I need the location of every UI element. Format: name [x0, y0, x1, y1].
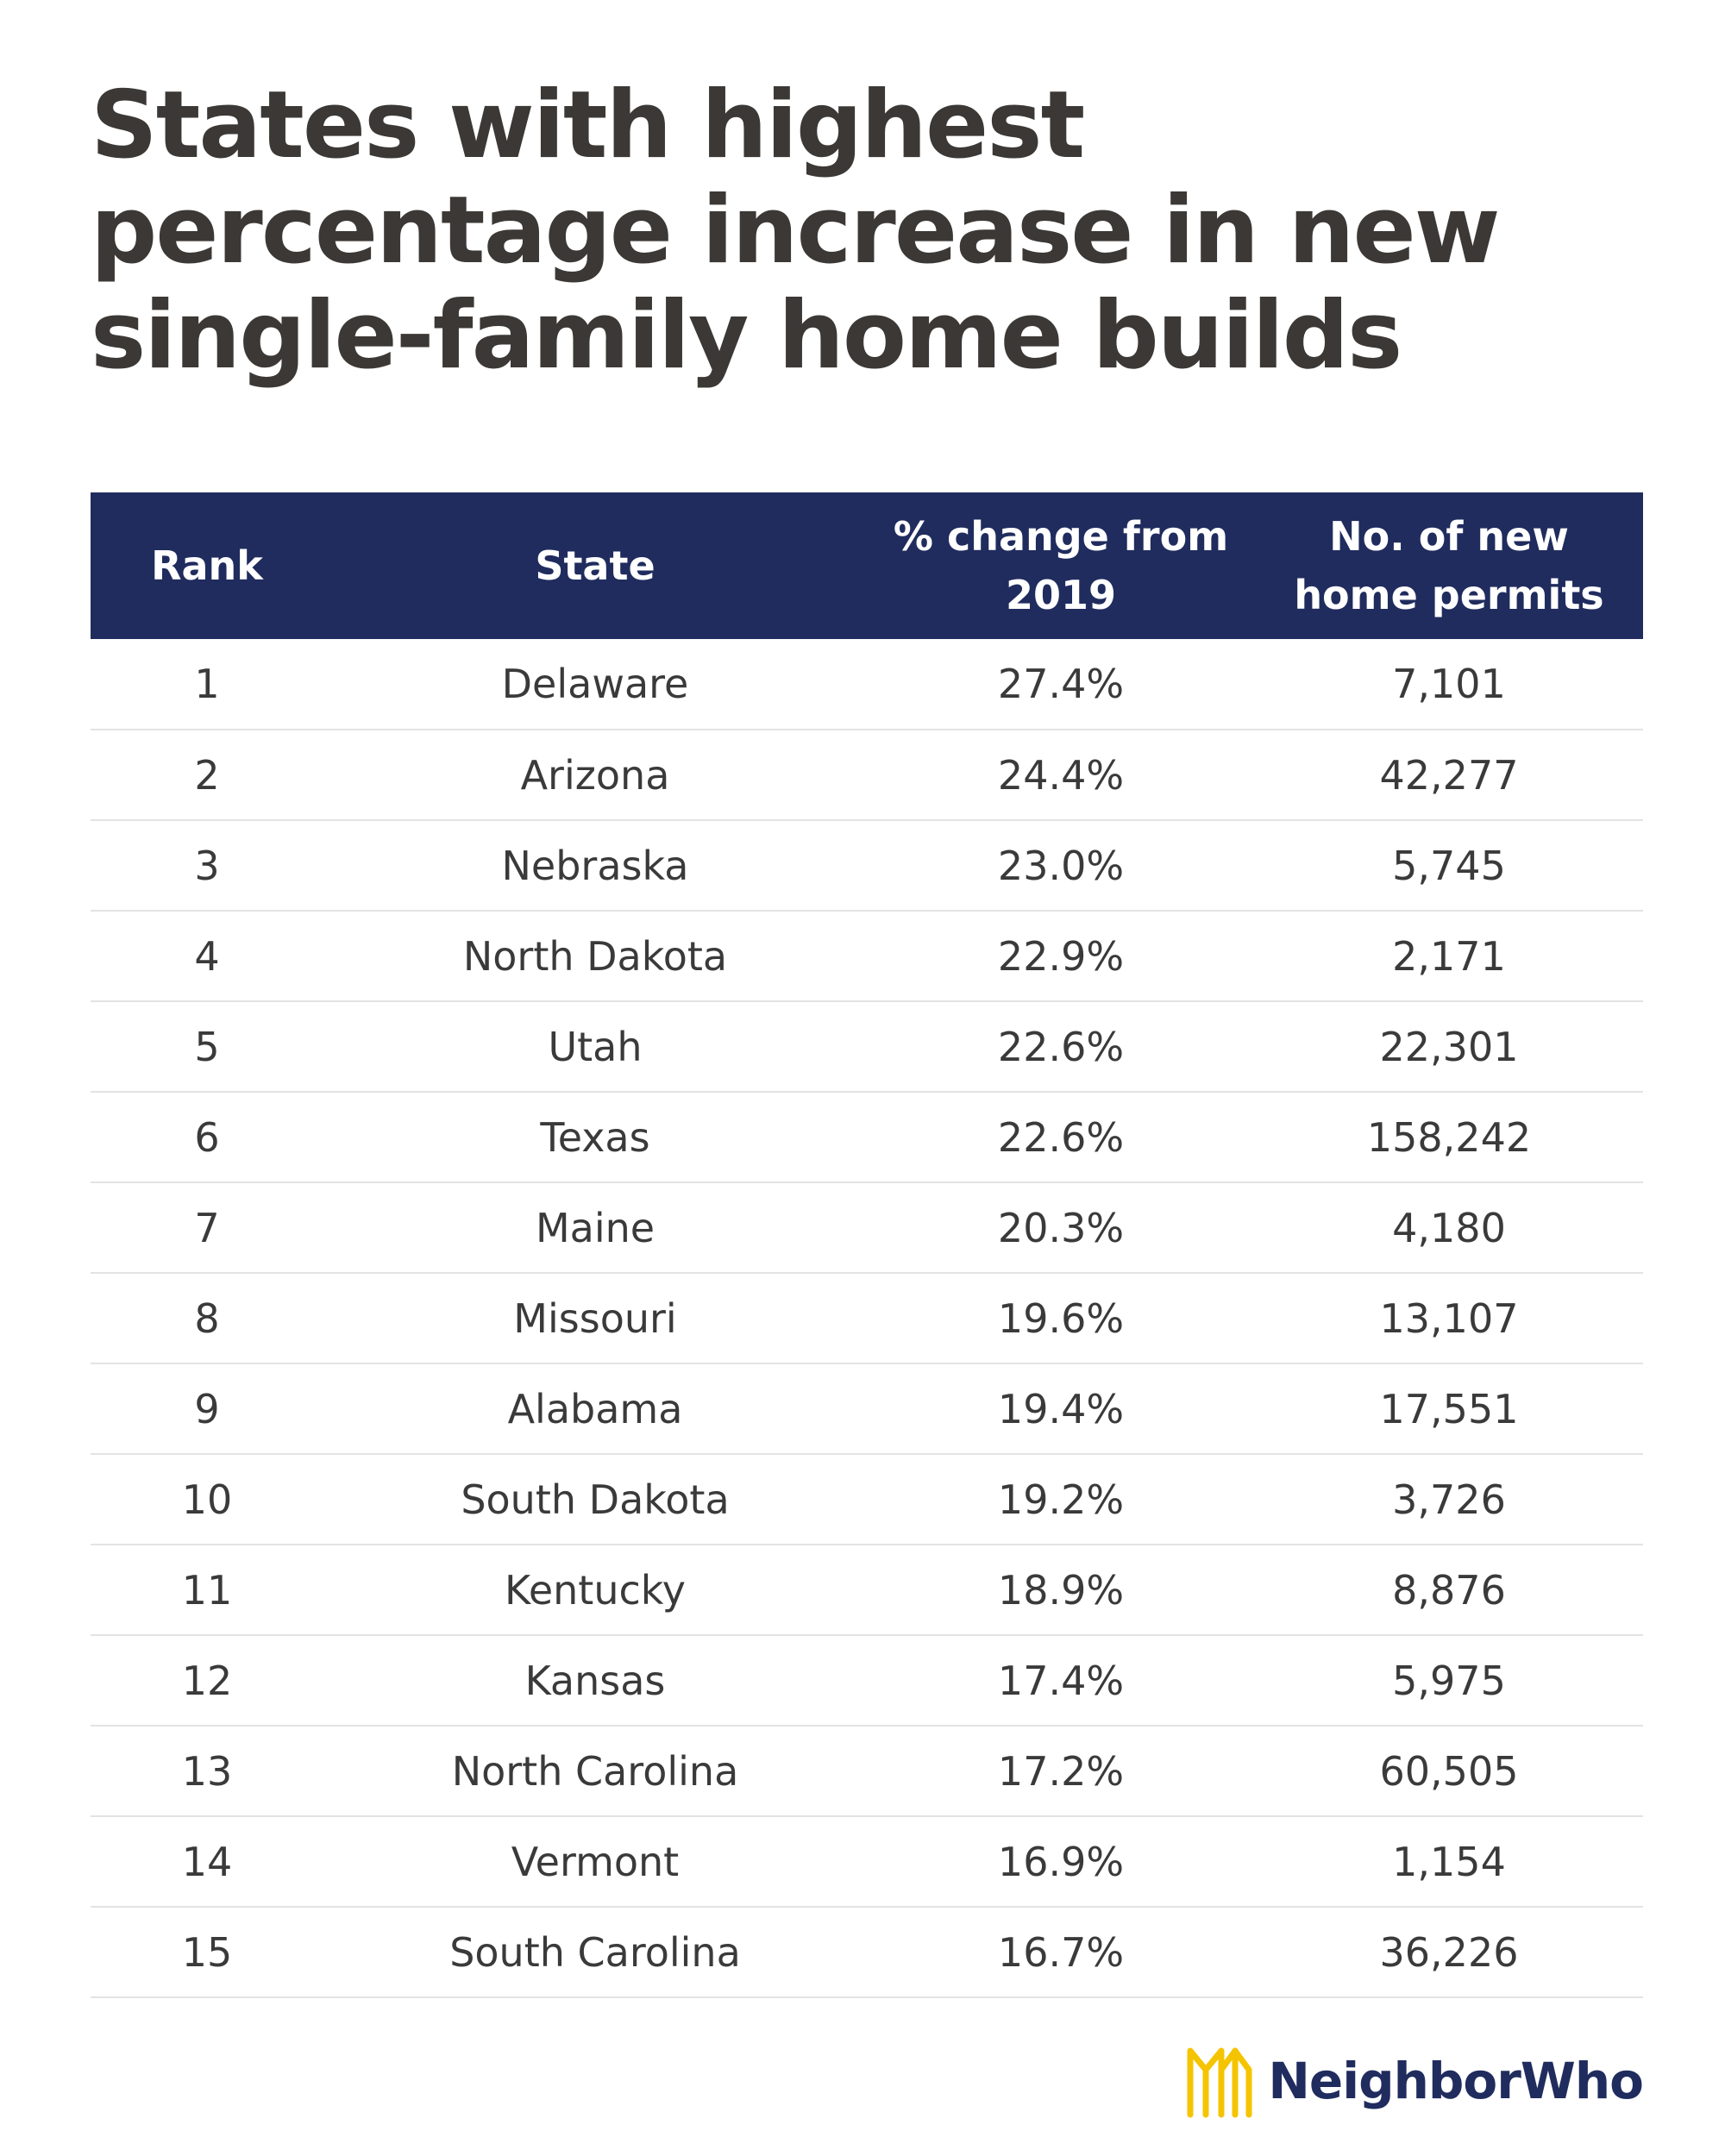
data-table: Rank State % change from 2019 No. of new…: [91, 492, 1643, 1998]
table-row: 8 Missouri 19.6% 13,107: [91, 1273, 1643, 1363]
cell-rank: 3: [194, 842, 220, 889]
cell-pct-change: 16.9%: [997, 1838, 1125, 1885]
column-header-state: State: [535, 542, 656, 589]
cell-rank: 15: [181, 1928, 233, 1976]
cell-pct-change: 22.6%: [997, 1113, 1125, 1161]
cell-permits: 42,277: [1379, 751, 1519, 799]
table-row: 15 South Carolina 16.7% 36,226: [91, 1907, 1643, 1997]
cell-pct-change: 23.0%: [997, 842, 1125, 889]
table-row: 6 Texas 22.6% 158,242: [91, 1092, 1643, 1182]
cell-rank: 1: [194, 661, 220, 707]
column-header-pct-change: % change from 2019: [893, 513, 1229, 618]
cell-state: Maine: [535, 1204, 656, 1251]
cell-pct-change: 20.3%: [997, 1204, 1125, 1251]
cell-rank: 13: [181, 1747, 233, 1795]
cell-state: Kentucky: [504, 1566, 687, 1614]
column-header-rank: Rank: [151, 542, 263, 589]
cell-pct-change: 19.2%: [997, 1476, 1125, 1523]
table-header: Rank State % change from 2019 No. of new…: [91, 492, 1643, 639]
cell-permits: 158,242: [1366, 1113, 1532, 1161]
cell-state: South Carolina: [449, 1928, 741, 1976]
cell-rank: 12: [181, 1657, 233, 1704]
cell-rank: 4: [194, 932, 220, 980]
cell-state: Vermont: [511, 1838, 680, 1885]
cell-pct-change: 17.4%: [997, 1657, 1125, 1704]
cell-pct-change: 22.9%: [997, 932, 1125, 980]
cell-state: Missouri: [513, 1294, 677, 1342]
brand-name: NeighborWho: [1268, 2052, 1644, 2110]
cell-permits: 36,226: [1379, 1928, 1519, 1976]
cell-rank: 7: [194, 1204, 220, 1251]
cell-pct-change: 19.4%: [997, 1385, 1125, 1432]
table-row: 11 Kentucky 18.9% 8,876: [91, 1545, 1643, 1635]
cell-state: North Carolina: [451, 1747, 739, 1795]
cell-state: Kansas: [524, 1657, 666, 1704]
table-row: 3 Nebraska 23.0% 5,745: [91, 820, 1643, 911]
cell-permits: 17,551: [1379, 1385, 1519, 1432]
cell-pct-change: 19.6%: [997, 1294, 1125, 1342]
cell-state: Nebraska: [501, 842, 689, 889]
table-row: 13 North Carolina 17.2% 60,505: [91, 1726, 1643, 1816]
table-row: 9 Alabama 19.4% 17,551: [91, 1363, 1643, 1454]
cell-rank: 5: [194, 1023, 220, 1070]
table-row: 7 Maine 20.3% 4,180: [91, 1182, 1643, 1273]
table-row: 5 Utah 22.6% 22,301: [91, 1001, 1643, 1092]
cell-permits: 60,505: [1379, 1747, 1519, 1795]
cell-permits: 7,101: [1392, 661, 1506, 707]
cell-state: North Dakota: [462, 932, 728, 980]
cell-state: Alabama: [507, 1385, 683, 1432]
cell-state: Arizona: [520, 751, 670, 799]
cell-rank: 9: [194, 1385, 220, 1432]
cell-rank: 8: [194, 1294, 220, 1342]
cell-state: South Dakota: [461, 1476, 730, 1523]
table-row: 10 South Dakota 19.2% 3,726: [91, 1454, 1643, 1545]
cell-permits: 5,975: [1392, 1657, 1506, 1704]
cell-pct-change: 27.4%: [997, 661, 1125, 707]
cell-rank: 14: [181, 1838, 233, 1885]
table-row: 12 Kansas 17.4% 5,975: [91, 1635, 1643, 1726]
cell-permits: 22,301: [1379, 1023, 1519, 1070]
cell-pct-change: 18.9%: [997, 1566, 1125, 1614]
cell-permits: 3,726: [1392, 1476, 1506, 1523]
page-title: States with highest percentage increase …: [91, 72, 1501, 390]
table-header-row: Rank State % change from 2019 No. of new…: [91, 492, 1643, 639]
table-row: 4 North Dakota 22.9% 2,171: [91, 911, 1643, 1001]
cell-permits: 4,180: [1392, 1204, 1506, 1251]
cell-permits: 2,171: [1392, 932, 1506, 980]
cell-permits: 5,745: [1392, 842, 1506, 889]
cell-rank: 11: [181, 1566, 233, 1614]
cell-permits: 8,876: [1392, 1566, 1506, 1614]
cell-pct-change: 24.4%: [997, 751, 1125, 799]
cell-permits: 13,107: [1379, 1294, 1519, 1342]
column-header-permits: No. of new home permits: [1294, 513, 1604, 618]
table-body: 1 Delaware 27.4% 7,101 2 Arizona 24.4% 42,277 3 N…: [91, 639, 1643, 1997]
table-row: 2 Arizona 24.4% 42,277: [91, 730, 1643, 820]
cell-rank: 6: [194, 1113, 220, 1161]
cell-state: Utah: [548, 1023, 643, 1070]
brand-logo: NeighborWho: [1185, 2042, 1644, 2120]
cell-rank: 2: [194, 751, 220, 799]
cell-pct-change: 22.6%: [997, 1023, 1125, 1070]
cell-pct-change: 17.2%: [997, 1747, 1125, 1795]
cell-rank: 10: [181, 1476, 233, 1523]
cell-state: Delaware: [501, 661, 689, 707]
table-row: 1 Delaware 27.4% 7,101: [91, 639, 1643, 730]
cell-state: Texas: [540, 1113, 650, 1161]
cell-pct-change: 16.7%: [997, 1928, 1125, 1976]
table-row: 14 Vermont 16.9% 1,154: [91, 1816, 1643, 1907]
neighborwho-logo-icon: [1187, 2047, 1252, 2118]
cell-permits: 1,154: [1392, 1838, 1506, 1885]
